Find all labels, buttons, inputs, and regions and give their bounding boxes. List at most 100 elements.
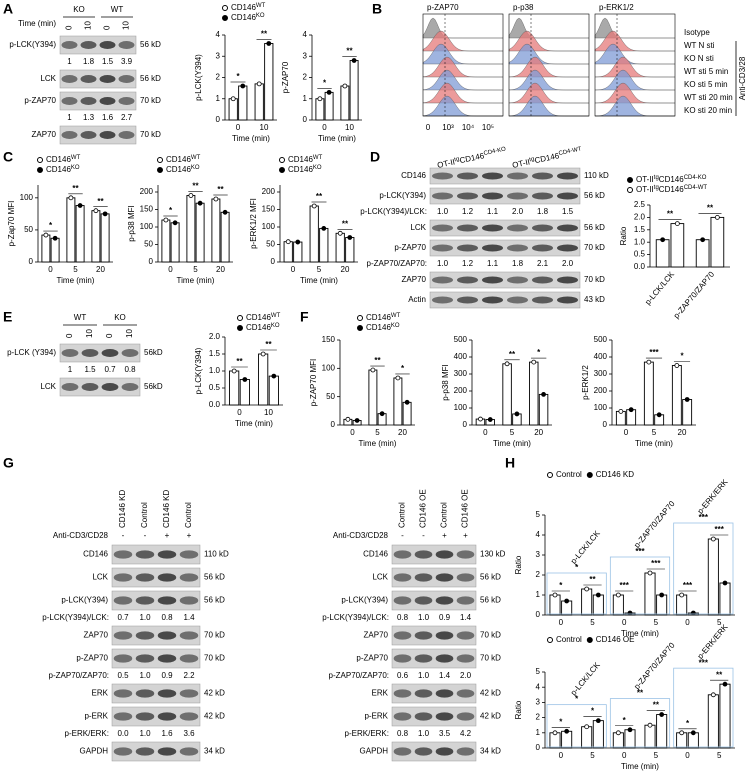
ratio-value: 1.6 <box>102 113 114 122</box>
y-tick-label: 2 <box>303 73 308 82</box>
bar-marker <box>656 412 662 418</box>
significance: * <box>559 717 563 726</box>
bar <box>264 43 274 121</box>
x-axis-label: Time (min) <box>359 439 397 448</box>
bar <box>655 239 670 268</box>
kd-label: 56 kD <box>584 223 605 232</box>
lane-label: 0 <box>105 333 114 338</box>
ratio-value: 2.2 <box>183 671 195 680</box>
treatment: - <box>122 531 125 540</box>
y-tick-label: 0 <box>271 257 276 266</box>
significance: * <box>680 352 684 361</box>
legend-label: CD146KO <box>166 165 200 175</box>
blot-band <box>532 224 553 232</box>
blot-band <box>81 383 99 391</box>
legend-label: OT-IItgCD146CD4-KO <box>636 175 707 185</box>
ratio-value: 0.7 <box>104 365 116 374</box>
ratio-value: 1.3 <box>83 113 95 122</box>
y-tick-label: 5 <box>536 510 541 519</box>
flow-legend-label: WT sti 20 min <box>684 93 733 102</box>
text-part: CD146 <box>288 165 313 174</box>
flow-title: p-ZAP70 <box>427 3 459 12</box>
bar-marker <box>659 592 665 598</box>
kd-label: 70 kD <box>204 654 225 663</box>
blot-band <box>414 573 433 582</box>
legend-label: CD146WT <box>166 155 201 165</box>
ratio-value: 1.5 <box>562 207 574 216</box>
ratio-label: p-ZAP70/ZAP70: <box>49 671 109 680</box>
blot-band <box>113 689 133 698</box>
bar-marker <box>710 536 716 542</box>
blot-strip <box>111 590 201 611</box>
x-axis-label: Time (min) <box>621 762 659 771</box>
flow-title: p-p38 <box>513 3 534 12</box>
kd-label: 70 kD <box>584 275 605 284</box>
bar-marker <box>700 237 706 243</box>
y-tick-label: 0 <box>536 743 541 752</box>
significance: * <box>49 221 53 230</box>
blot-band <box>393 654 412 663</box>
x-axis-label: Time (min) <box>493 439 531 448</box>
y-tick-label: 100 <box>454 403 468 412</box>
text-part: WT <box>391 313 401 319</box>
text-part: CD146 <box>46 155 71 164</box>
legend-marker <box>237 325 243 331</box>
row-label: LCK <box>372 573 388 582</box>
blot-band <box>157 631 177 640</box>
bar-marker <box>564 728 570 734</box>
y-tick-label: 150 <box>322 335 336 344</box>
flow-ridge <box>594 43 675 65</box>
group-label: p-ERK/ERK <box>696 477 730 516</box>
legend-marker <box>627 187 633 193</box>
y-tick-label: 2.0 <box>209 332 221 341</box>
legend-marker <box>627 177 633 183</box>
blot-band <box>135 689 155 698</box>
text-part: KO <box>271 323 280 329</box>
x-tick-label: 10 <box>345 123 354 132</box>
group-label: p-ZAP70/ZAP70 <box>632 640 677 691</box>
bar-marker <box>163 217 169 223</box>
group-significance: *** <box>699 658 709 667</box>
lane-label: CD146 KD <box>162 490 171 528</box>
group-significance: * <box>575 695 579 704</box>
y-tick-label: 200 <box>454 386 468 395</box>
ratio-value: 2.0 <box>512 207 524 216</box>
blot-band <box>99 75 116 83</box>
legend-label: CD146WT <box>231 3 266 13</box>
bar <box>66 197 76 263</box>
ratio-value: 0.8 <box>161 613 173 622</box>
bar-marker <box>266 41 272 46</box>
ratio-value: 2.0 <box>460 671 472 680</box>
x-tick-label: 0 <box>236 123 241 132</box>
blot-band <box>482 244 503 252</box>
blot-band <box>432 172 453 180</box>
blot-band <box>157 596 177 605</box>
bar-marker <box>68 195 74 201</box>
kd-label: 110 kD <box>204 550 229 559</box>
y-tick-label: 1.5 <box>634 225 646 234</box>
x-tick-label: 0 <box>685 751 690 760</box>
bar <box>581 588 593 616</box>
blot-strip <box>429 219 581 237</box>
lane-label: 10 <box>85 329 94 338</box>
ratio-value: 1.0 <box>437 259 449 268</box>
y-tick-label: 0 <box>29 257 34 266</box>
blot-band <box>393 712 412 721</box>
blot-band <box>121 349 139 357</box>
ratio-value: 1.4 <box>439 671 451 680</box>
x-tick-label: 0 <box>559 618 564 627</box>
bar <box>345 237 355 263</box>
flow-legend-label: KO N sti <box>684 54 714 63</box>
text-part: Control <box>556 635 582 644</box>
text-part: tg <box>654 175 659 181</box>
blot-band <box>179 747 199 756</box>
blot-band <box>432 192 453 200</box>
bar <box>335 232 345 263</box>
text-part: CD146 OE <box>596 635 635 644</box>
blot-band <box>532 296 553 304</box>
bar <box>719 683 731 749</box>
ratio-value: 1.0 <box>139 671 151 680</box>
lane-label: 10 <box>125 329 134 338</box>
flow-frame <box>594 13 676 117</box>
bar-marker <box>317 96 323 102</box>
